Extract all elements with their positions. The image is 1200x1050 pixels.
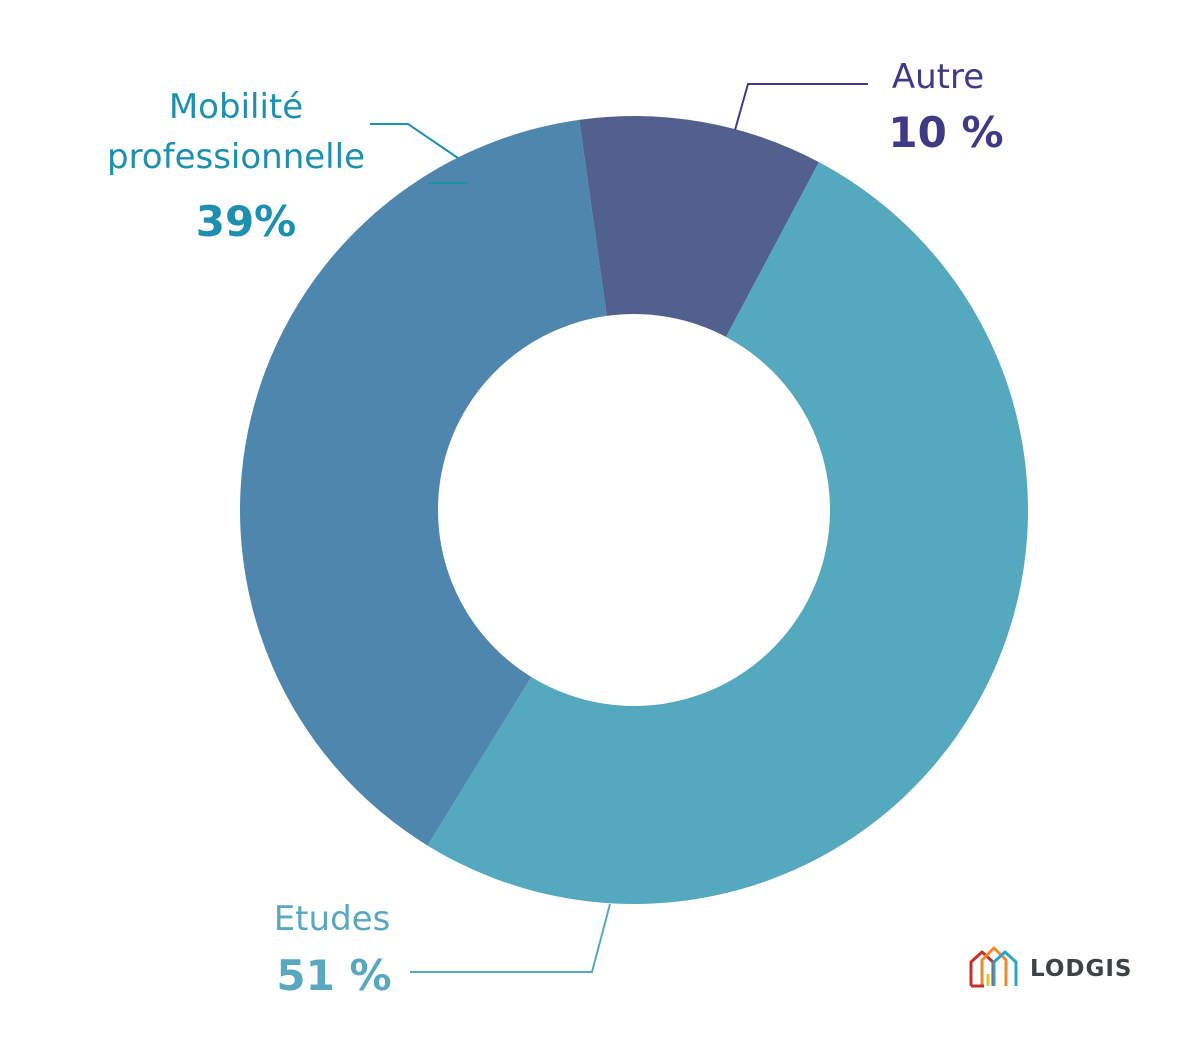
label-group-etudes: Etudes 51 %: [274, 899, 611, 1000]
slice-label-etudes: Etudes: [274, 899, 391, 939]
slice-etudes: [427, 162, 1029, 905]
leader-line-autre: [734, 83, 868, 131]
slice-autre: [579, 116, 819, 337]
label-group-mobilite: Mobilité professionnelle 39%: [107, 87, 468, 246]
lodgis-logo: LODGIS: [968, 944, 1138, 990]
slice-label-autre: Autre: [892, 57, 984, 97]
slice-label-mobilite-line2: professionnelle: [107, 137, 365, 177]
slice-value-mobilite: 39%: [196, 197, 297, 246]
leader-line-mobilite: [370, 123, 459, 159]
donut-slices: [240, 116, 1029, 905]
logo-wordmark: LODGIS: [1030, 956, 1133, 982]
house-logo-icon: [969, 946, 1018, 988]
slice-value-autre: 10 %: [888, 108, 1003, 157]
leader-line-etudes: [410, 903, 611, 973]
slice-mobilit-professionnelle: [240, 119, 607, 846]
slice-value-etudes: 51 %: [276, 951, 391, 1000]
label-group-autre: Autre 10 %: [734, 57, 1004, 157]
slice-label-mobilite-line1: Mobilité: [169, 87, 303, 127]
